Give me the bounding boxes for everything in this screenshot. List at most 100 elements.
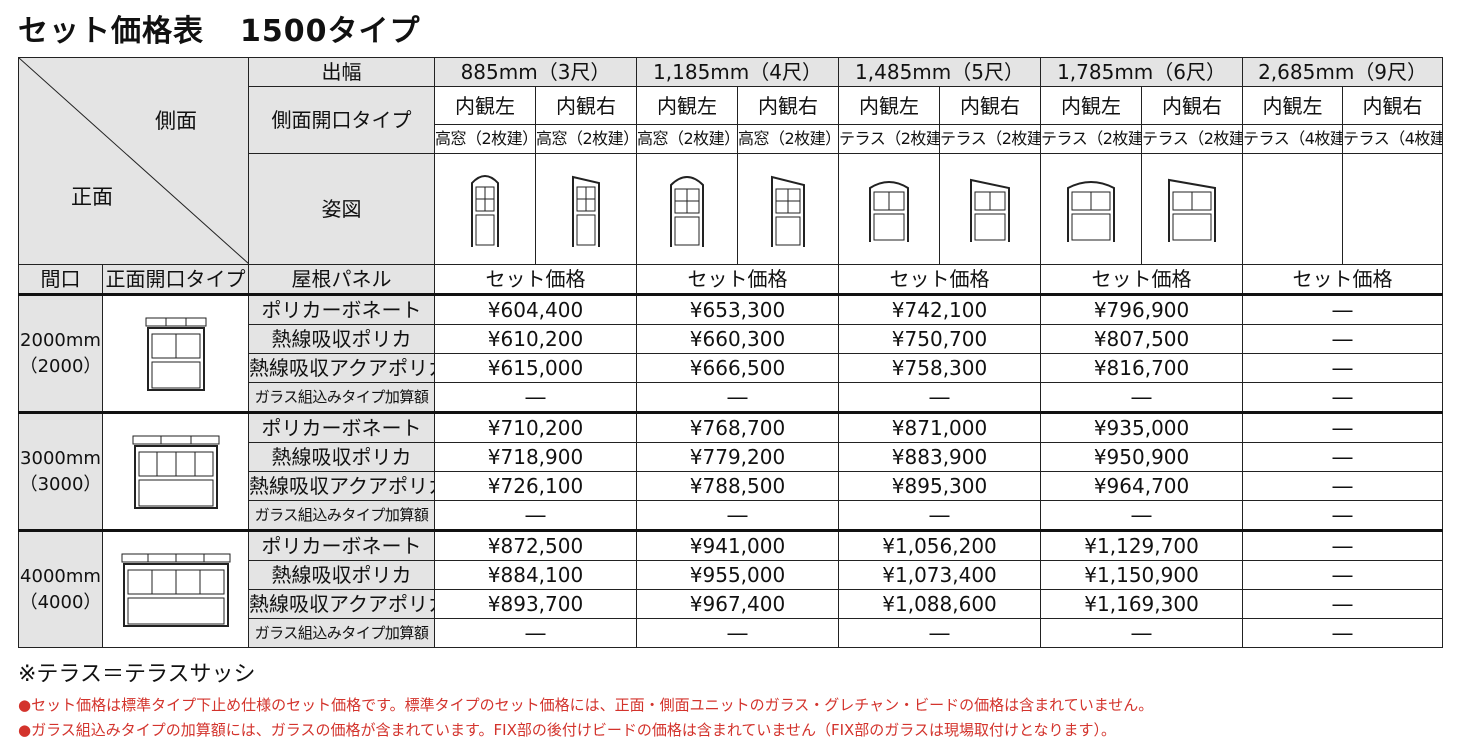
- price-cell: ―: [1242, 353, 1444, 383]
- frontage-size: 2000mm （2000）: [18, 293, 103, 413]
- price-cell: ―: [1040, 382, 1244, 413]
- price-cell: ―: [838, 500, 1042, 531]
- price-cell: ¥895,300: [838, 471, 1042, 501]
- sash-type: テラス（2枚建）: [1141, 124, 1244, 154]
- price-cell: ―: [1040, 618, 1244, 648]
- price-cell: ¥871,000: [838, 411, 1042, 443]
- price-cell: ―: [838, 382, 1042, 413]
- price-cell: ―: [1242, 560, 1444, 590]
- side-figure-tall-right: [535, 153, 637, 265]
- set-price-header: セット価格: [434, 264, 637, 295]
- price-cell: ¥1,056,200: [838, 529, 1042, 561]
- price-cell: ¥615,000: [434, 353, 637, 383]
- price-cell: ¥967,400: [635, 589, 840, 619]
- price-cell: ¥768,700: [635, 411, 840, 443]
- price-cell: ―: [434, 618, 637, 648]
- frontage-size: 4000mm （4000）: [18, 529, 103, 648]
- price-cell: ―: [434, 382, 637, 413]
- side-figure-terrace-left: [1040, 153, 1143, 265]
- set-price-header: セット価格: [838, 264, 1042, 295]
- width-col-3: 1,485mm（5尺）: [838, 57, 1042, 87]
- corner-side-label: 側面: [155, 109, 197, 133]
- price-cell: ¥1,088,600: [838, 589, 1042, 619]
- diagonal-line: [19, 58, 248, 264]
- price-cell: ¥935,000: [1040, 411, 1244, 443]
- side-figure-tall-right: [736, 153, 840, 265]
- sash-type: 高窓（2枚建）: [636, 124, 738, 154]
- side-figure-terrace-right: [1141, 153, 1244, 265]
- price-cell: ―: [1242, 589, 1444, 619]
- sash-type: 高窓（2枚建）: [535, 124, 637, 154]
- width-col-5: 2,685mm（9尺）: [1242, 57, 1444, 87]
- price-cell: ¥883,900: [838, 442, 1042, 472]
- title-subtitle: 1500タイプ: [240, 14, 421, 49]
- price-cell: ―: [434, 500, 637, 531]
- side-figure-tall-left: [434, 153, 536, 265]
- front-opening-figure: [102, 411, 249, 531]
- price-cell: ¥758,300: [838, 353, 1042, 383]
- price-cell: ―: [838, 618, 1042, 648]
- roof-panel-type: ポリカーボネート: [248, 411, 435, 443]
- price-table: 側面 正面 出幅 885mm（3尺） 1,185mm（4尺） 1,485mm（5…: [18, 57, 1444, 648]
- view-left: 内観左: [434, 86, 536, 125]
- roof-panel-type: 熱線吸収ポリカ: [248, 442, 435, 472]
- price-cell: ―: [1242, 324, 1444, 354]
- price-cell: ¥941,000: [635, 529, 840, 561]
- view-right: 内観右: [939, 86, 1042, 125]
- frontage-code: （3000）: [19, 473, 102, 495]
- price-cell: ¥788,500: [635, 471, 840, 501]
- sash-type: テラス（2枚建）: [939, 124, 1042, 154]
- price-cell: ¥726,100: [434, 471, 637, 501]
- price-cell: ―: [1242, 293, 1444, 325]
- width-label: 出幅: [248, 57, 435, 87]
- width-col-1: 885mm（3尺）: [434, 57, 637, 87]
- price-cell: ¥964,700: [1040, 471, 1244, 501]
- price-cell: ¥1,150,900: [1040, 560, 1244, 590]
- roof-panel-type: ガラス組込みタイプ加算額: [248, 382, 435, 413]
- roof-panel-type: 熱線吸収ポリカ: [248, 324, 435, 354]
- col-roof-panel: 屋根パネル: [248, 264, 435, 295]
- side-figure-terrace-right: [939, 153, 1042, 265]
- width-col-2: 1,185mm（4尺）: [635, 57, 840, 87]
- view-left: 内観左: [838, 86, 941, 125]
- note-set-price: ●セット価格は標準タイプ下止め仕様のセット価格です。標準タイプのセット価格には、…: [18, 694, 1153, 715]
- roof-panel-type: 熱線吸収ポリカ: [248, 560, 435, 590]
- front-opening-figure: [102, 529, 249, 648]
- opening-type-label: 側面開口タイプ: [248, 86, 435, 154]
- price-cell: ¥750,700: [838, 324, 1042, 354]
- roof-panel-type: 熱線吸収アクアポリカ: [248, 353, 435, 383]
- price-cell: ―: [1242, 471, 1444, 501]
- price-cell: ―: [635, 500, 840, 531]
- frontage-mm: 2000mm: [20, 329, 101, 351]
- view-right: 内観右: [535, 86, 637, 125]
- title-main: セット価格表: [18, 14, 204, 49]
- set-price-header: セット価格: [1040, 264, 1244, 295]
- price-cell: ¥816,700: [1040, 353, 1244, 383]
- price-cell: ¥893,700: [434, 589, 637, 619]
- sash-type: テラス（2枚建）: [1040, 124, 1143, 154]
- price-cell: ―: [1242, 411, 1444, 443]
- roof-panel-type: ガラス組込みタイプ加算額: [248, 500, 435, 531]
- view-right: 内観右: [736, 86, 840, 125]
- width-col-4: 1,785mm（6尺）: [1040, 57, 1244, 87]
- sash-type: 高窓（2枚建）: [736, 124, 840, 154]
- price-cell: ¥610,200: [434, 324, 637, 354]
- price-cell: ¥796,900: [1040, 293, 1244, 325]
- sash-type: テラス（2枚建）: [838, 124, 941, 154]
- figure-label: 姿図: [248, 153, 435, 265]
- price-cell: ¥666,500: [635, 353, 840, 383]
- col-front-opening: 正面開口タイプ: [102, 264, 249, 295]
- price-cell: ¥872,500: [434, 529, 637, 561]
- price-cell: ¥660,300: [635, 324, 840, 354]
- price-cell: ―: [635, 382, 840, 413]
- roof-panel-type: 熱線吸収アクアポリカ: [248, 471, 435, 501]
- price-cell: ―: [635, 618, 840, 648]
- side-figure-tall-left: [636, 153, 738, 265]
- price-cell: ―: [1242, 618, 1444, 648]
- price-cell: ¥718,900: [434, 442, 637, 472]
- sash-type: 高窓（2枚建）: [434, 124, 536, 154]
- frontage-mm: 4000mm: [20, 565, 101, 587]
- frontage-code: （4000）: [19, 591, 102, 613]
- page-title: セット価格表 1500タイプ: [18, 6, 421, 50]
- price-cell: ¥950,900: [1040, 442, 1244, 472]
